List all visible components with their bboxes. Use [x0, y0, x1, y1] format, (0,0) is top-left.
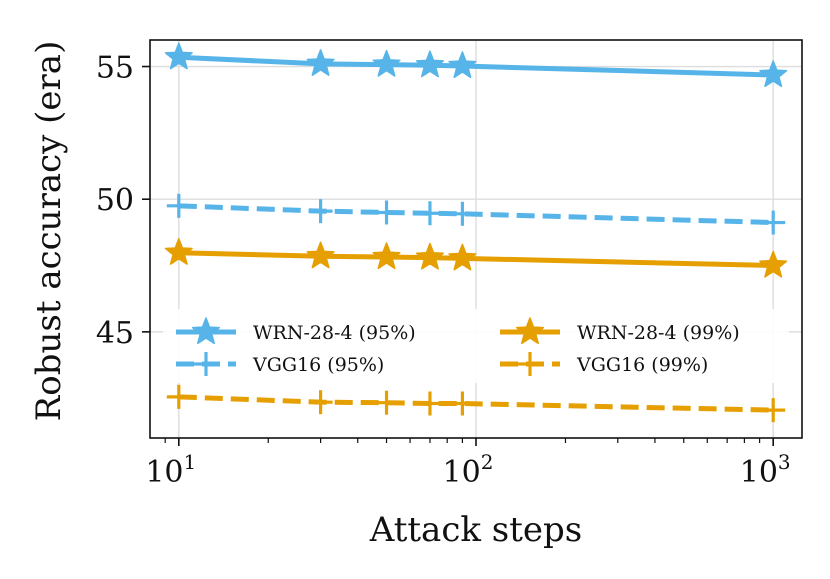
legend-label: WRN-28-4 (95%)	[253, 322, 416, 344]
data-point	[415, 242, 445, 270]
data-point	[450, 201, 475, 226]
legend-label: VGG16 (95%)	[252, 354, 384, 376]
series-line	[178, 250, 774, 269]
series-1	[166, 193, 786, 235]
data-point	[306, 241, 335, 269]
data-point	[166, 193, 191, 218]
legend-marker	[191, 317, 221, 345]
data-point	[308, 199, 333, 224]
plot-series	[164, 42, 788, 423]
legend-item: WRN-28-4 (99%)	[500, 317, 740, 345]
data-point	[306, 49, 335, 76]
x-tick-label: 102	[443, 450, 494, 490]
data-point	[374, 200, 399, 225]
series-3	[166, 384, 786, 423]
data-point	[761, 210, 786, 235]
legend-item: WRN-28-4 (95%)	[176, 317, 416, 345]
legend-marker	[518, 352, 542, 376]
data-point	[417, 391, 442, 416]
y-tick-label: 50	[96, 183, 134, 218]
legend: WRN-28-4 (95%) VGG16 (95%) WRN-28-4 (99%) V…	[163, 309, 789, 383]
y-tick-label: 45	[96, 316, 134, 351]
data-point	[417, 201, 442, 226]
legend-label: VGG16 (99%)	[576, 354, 708, 376]
axis-ticks: 101 102 103 45 50 55	[96, 51, 791, 490]
data-point	[415, 50, 445, 78]
data-point	[450, 391, 475, 416]
series-line	[178, 203, 774, 226]
series-0	[164, 42, 788, 88]
data-point	[761, 398, 786, 423]
legend-marker	[194, 352, 218, 376]
series-line	[178, 54, 774, 78]
data-point	[164, 238, 193, 265]
data-point	[308, 390, 333, 415]
legend-label: WRN-28-4 (99%)	[577, 322, 740, 344]
data-point	[372, 49, 401, 77]
data-point	[759, 60, 788, 88]
data-point	[164, 42, 193, 70]
y-tick-label: 55	[96, 51, 134, 86]
data-point	[759, 250, 788, 278]
legend-box	[163, 309, 789, 383]
legend-marker	[515, 317, 545, 345]
x-tick-label: 103	[740, 450, 791, 490]
data-point	[166, 384, 191, 409]
series-line	[178, 394, 774, 413]
y-axis-label: Robust accuracy (era)	[29, 41, 69, 422]
series-2	[164, 238, 788, 278]
data-point	[374, 390, 399, 415]
x-tick-label: 101	[145, 450, 196, 490]
data-point	[448, 51, 477, 79]
data-point	[448, 243, 477, 271]
legend-item: VGG16 (99%)	[500, 352, 708, 376]
legend-item: VGG16 (95%)	[176, 352, 384, 376]
x-axis-label: Attack steps	[369, 510, 582, 550]
data-point	[372, 242, 401, 270]
